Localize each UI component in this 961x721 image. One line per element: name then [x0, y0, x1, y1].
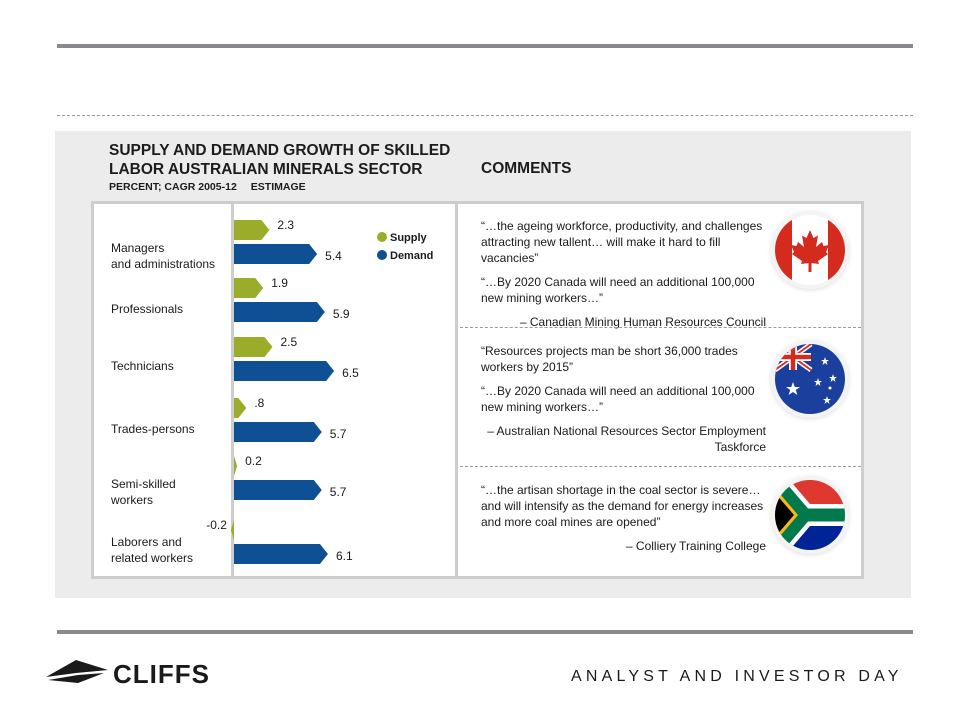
supply-bar [234, 456, 238, 476]
comment-separator [460, 327, 861, 328]
demand-bar [234, 544, 328, 564]
category-label-line: Technicians [111, 359, 174, 373]
comment-quote: “…the ageing workforce, productivity, an… [481, 219, 763, 265]
category-label-line: Professionals [111, 302, 183, 316]
demand-bar [234, 480, 322, 500]
bottom-rule [57, 630, 913, 634]
demand-value-label: 6.1 [336, 549, 353, 563]
category-label: Trades-persons [111, 422, 195, 436]
comments-title: COMMENTS [481, 160, 572, 177]
demand-bar [234, 244, 318, 264]
comment-separator [460, 466, 861, 467]
comment-canada: “…the ageing workforce, productivity, an… [481, 218, 766, 330]
demand-value-label: 5.9 [333, 307, 350, 321]
comment-australia: “Resources projects man be short 36,000 … [481, 343, 766, 455]
category-label-line: Trades-persons [111, 422, 195, 436]
canada-flag-icon [775, 215, 845, 285]
supply-value-label: 1.9 [271, 276, 288, 290]
comment-quote: “Resources projects man be short 36,000 … [481, 344, 738, 374]
cliffs-logo-icon [46, 660, 108, 683]
category-label-line: Managers [111, 241, 164, 255]
demand-value-label: 5.7 [330, 427, 347, 441]
comment-quote: “…the artisan shortage in the coal secto… [481, 483, 764, 529]
demand-bar [234, 422, 322, 442]
comment-south-africa: “…the artisan shortage in the coal secto… [481, 482, 766, 554]
supply-bar [234, 398, 247, 418]
demand-value-label: 6.5 [342, 366, 359, 380]
category-label: Laborers and related workers [111, 535, 193, 565]
dashed-rule [57, 115, 913, 116]
comment-quote: “…By 2020 Canada will need an additional… [481, 275, 755, 305]
category-label-line: workers [110, 493, 153, 507]
supply-value-label: 2.3 [277, 218, 294, 232]
demand-bar [234, 302, 325, 322]
category-label-line: Semi-skilled [111, 477, 176, 491]
supply-bar [234, 220, 270, 240]
column-divider [455, 201, 458, 579]
supply-bar [234, 337, 273, 357]
category-label: Professionals [111, 302, 183, 316]
chart-subtitle-text: PERCENT; CAGR 2005-12 [109, 181, 237, 193]
supply-bar [234, 278, 264, 298]
south-africa-flag-icon [775, 480, 845, 550]
supply-bar [230, 520, 234, 540]
event-title: ANALYST AND INVESTOR DAY [571, 668, 903, 685]
legend-label-demand: Demand [390, 250, 433, 262]
category-label: Technicians [111, 359, 174, 373]
content-frame [91, 201, 864, 579]
chart-title: SUPPLY AND DEMAND GROWTH OF SKILLED LABO… [109, 142, 451, 178]
supply-value-label: 2.5 [281, 335, 298, 349]
category-label-line: and administrations [111, 257, 215, 271]
category-label-line: Laborers and [111, 535, 182, 549]
australia-flag-icon [775, 344, 845, 414]
top-rule [57, 44, 913, 48]
legend-swatch-supply [377, 232, 387, 242]
legend-label-supply: Supply [390, 232, 428, 244]
comment-source: – Colliery Training College [625, 539, 766, 553]
supply-value-label: 0.2 [245, 454, 262, 468]
category-label-line: related workers [111, 551, 193, 565]
company-logo-text: CLIFFS [113, 659, 210, 689]
chart-subtitle-note: ESTIMAGE [250, 181, 306, 193]
category-label: Managers and administrations [111, 241, 215, 271]
demand-value-label: 5.4 [325, 249, 342, 263]
bar-chart: Managers and administrations 2.3 5.4 Profess… [110, 218, 433, 565]
chart-subtitle: PERCENT; CAGR 2005-12 ESTIMAGE [109, 181, 306, 193]
comment-quote: “…By 2020 Canada will need an additional… [481, 384, 755, 414]
legend-swatch-demand [377, 250, 387, 260]
supply-value-label: -0.2 [206, 518, 227, 532]
category-label: Semi-skilled workers [110, 477, 176, 507]
supply-value-label: .8 [254, 396, 264, 410]
comment-source: – Canadian Mining Human Resources Counci… [519, 315, 766, 329]
demand-value-label: 5.7 [330, 485, 347, 499]
comment-source: – Australian National Resources Sector E… [487, 424, 766, 454]
axis-divider [231, 201, 234, 579]
demand-bar [234, 361, 335, 381]
